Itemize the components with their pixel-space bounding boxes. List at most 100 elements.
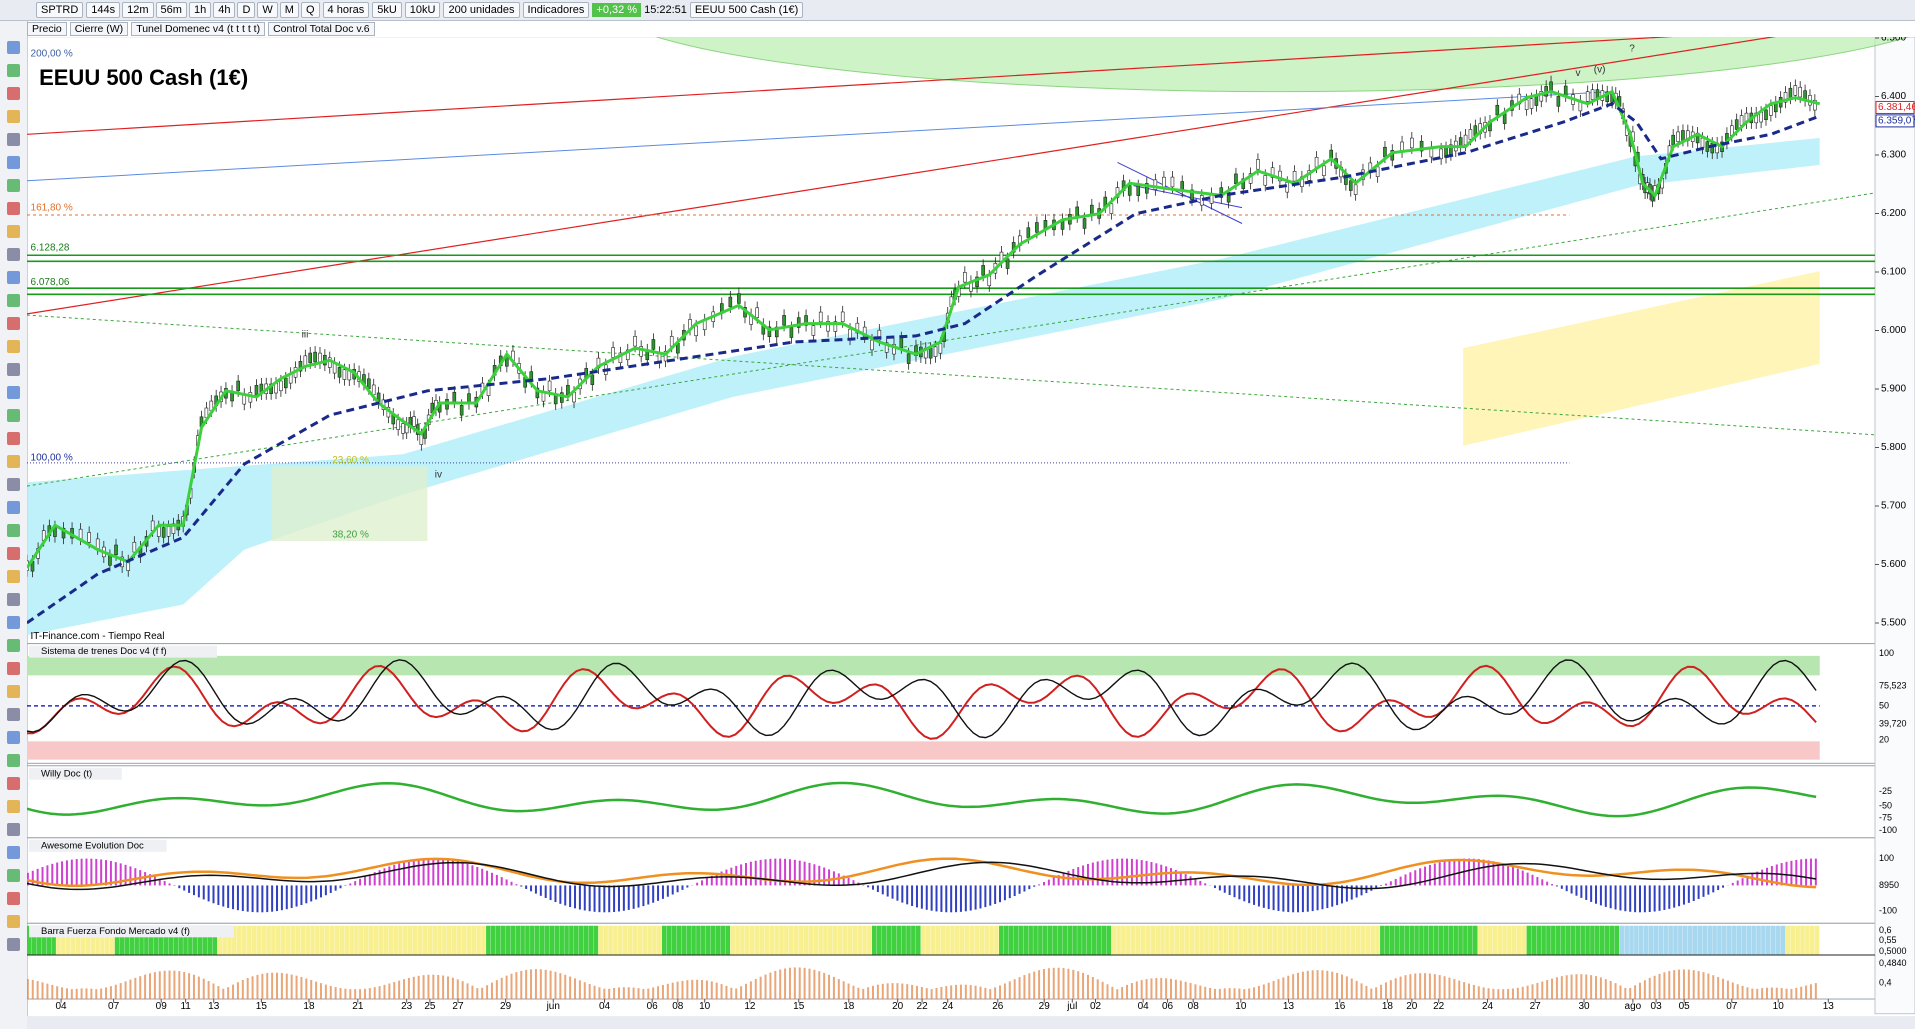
tool-icon[interactable] <box>7 271 20 284</box>
force-bar <box>803 925 809 956</box>
force-hist <box>603 988 606 1000</box>
tool-icon[interactable] <box>7 685 20 698</box>
force-bar <box>1531 925 1537 956</box>
candle-body <box>782 315 786 326</box>
timeframe[interactable]: W <box>257 2 278 18</box>
force-bar <box>823 925 828 956</box>
force-hist <box>1468 983 1471 1000</box>
force-bar <box>1673 925 1678 956</box>
force-hist <box>652 987 655 1000</box>
tick[interactable]: 10kU <box>404 2 441 18</box>
tool-icon[interactable] <box>7 547 20 560</box>
timeframe[interactable]: 12m <box>122 2 154 18</box>
tool-icon[interactable] <box>7 892 20 905</box>
tool-icon[interactable] <box>7 41 20 54</box>
tool-icon[interactable] <box>7 938 20 951</box>
tool-icon[interactable] <box>7 639 20 652</box>
awesome-bar <box>1233 885 1236 898</box>
tool-icon[interactable] <box>7 386 20 399</box>
force-hist <box>1619 985 1622 1000</box>
awesome-bar <box>1042 882 1045 886</box>
tool-icon[interactable] <box>7 340 20 353</box>
timeframe[interactable]: 56m <box>155 2 187 18</box>
force-bar <box>1389 925 1395 956</box>
tool-icon[interactable] <box>7 156 20 169</box>
tool-icon[interactable] <box>7 294 20 307</box>
tool-icon[interactable] <box>7 846 20 859</box>
force-bar <box>1316 925 1322 956</box>
tool-icon[interactable] <box>7 570 20 583</box>
timeframe[interactable]: 1h <box>188 2 212 18</box>
awesome-bar <box>1575 885 1578 896</box>
tool-icon[interactable] <box>7 708 20 721</box>
force-hist <box>236 982 239 1000</box>
tool-icon[interactable] <box>7 501 20 514</box>
tool-icon[interactable] <box>7 363 20 376</box>
tool-icon[interactable] <box>7 823 20 836</box>
tool-icon[interactable] <box>7 731 20 744</box>
tool-icon[interactable] <box>7 593 20 606</box>
price-mode[interactable]: Cierre (W) <box>69 22 129 36</box>
awesome-bar <box>681 885 684 890</box>
symbol[interactable]: SPTRD <box>36 2 84 18</box>
candle-body <box>236 380 240 392</box>
force-hist <box>969 985 972 1000</box>
timeframe[interactable]: 4h <box>213 2 236 18</box>
force-hist <box>1731 982 1734 1000</box>
awesome-bar <box>701 880 704 886</box>
force-hist <box>422 975 425 1000</box>
tool-icon[interactable] <box>7 478 20 491</box>
units[interactable]: 200 unidades <box>443 2 520 18</box>
tool-icon[interactable] <box>7 915 20 928</box>
tool-icon[interactable] <box>7 409 20 422</box>
timeframe[interactable]: M <box>279 2 299 18</box>
indicators[interactable]: Indicadores <box>522 2 590 18</box>
tool-icon[interactable] <box>7 87 20 100</box>
tool-icon[interactable] <box>7 524 20 537</box>
tool-icon[interactable] <box>7 248 20 261</box>
tool-icon[interactable] <box>7 616 20 629</box>
tool-icon[interactable] <box>7 64 20 77</box>
tool-icon[interactable] <box>7 432 20 445</box>
force-hist <box>1526 985 1529 1000</box>
awesome-bar <box>1668 885 1671 909</box>
force-hist <box>1668 971 1671 1000</box>
tool-icon[interactable] <box>7 133 20 146</box>
tool-icon[interactable] <box>7 317 20 330</box>
period[interactable]: 4 horas <box>322 2 370 18</box>
force-hist <box>1028 973 1031 1000</box>
timeframe[interactable]: 144s <box>86 2 121 18</box>
price-marker-label: 6.359,07 <box>1878 116 1915 127</box>
tool-icon[interactable] <box>7 455 20 468</box>
force-hist <box>798 967 801 1000</box>
tool-icon[interactable] <box>7 225 20 238</box>
force-hist <box>1350 978 1353 1000</box>
force-hist <box>955 984 958 1000</box>
price-mode[interactable]: Precio <box>27 22 67 36</box>
willy-line <box>27 781 1817 818</box>
timeframe[interactable]: D <box>237 2 256 18</box>
force-bar <box>828 925 833 956</box>
timeframe[interactable]: Q <box>300 2 320 18</box>
force-bar <box>1370 925 1375 956</box>
tool-icon[interactable] <box>7 202 20 215</box>
tool-icon[interactable] <box>7 777 20 790</box>
indicator-tag[interactable]: Control Total Doc v.6 <box>268 22 375 36</box>
tool-icon[interactable] <box>7 754 20 767</box>
awesome-bar <box>227 885 230 908</box>
tool-icon[interactable] <box>7 662 20 675</box>
instrument[interactable]: EEUU 500 Cash (1€) <box>689 2 804 18</box>
tool-icon[interactable] <box>7 869 20 882</box>
awesome-bar <box>1023 885 1026 892</box>
force-bar <box>222 925 227 956</box>
tool-icon[interactable] <box>7 110 20 123</box>
tick[interactable]: 5kU <box>372 2 402 18</box>
tool-icon[interactable] <box>7 800 20 813</box>
tool-icon[interactable] <box>7 179 20 192</box>
indicator-tag[interactable]: Tunel Domenec v4 (t t t t t) <box>131 22 266 36</box>
awesome-bar <box>276 885 279 912</box>
force-bar <box>759 925 765 956</box>
awesome-bar <box>461 862 464 886</box>
awesome-bar <box>354 881 357 886</box>
force-hist <box>774 970 777 1000</box>
